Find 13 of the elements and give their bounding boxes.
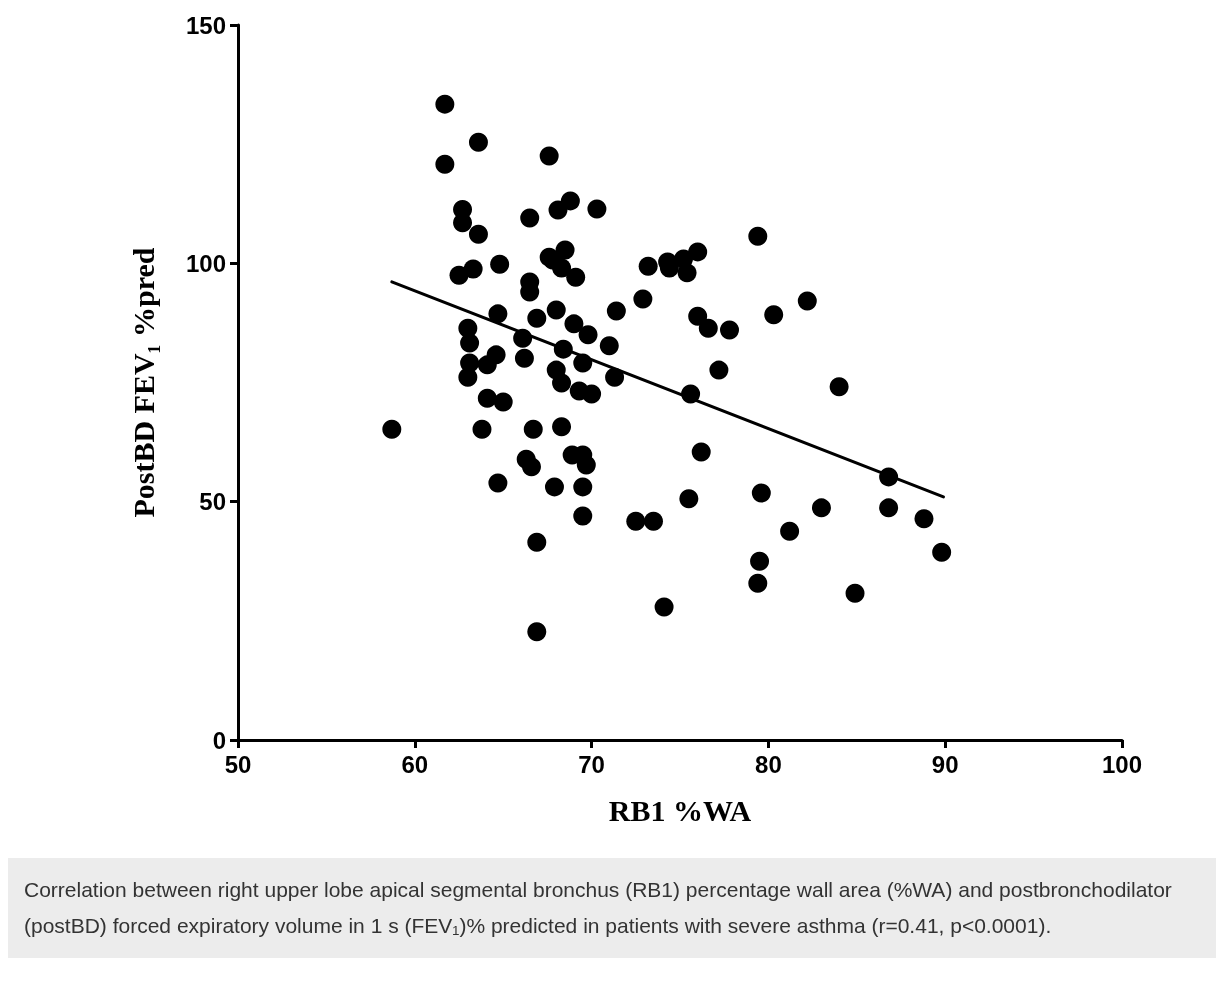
y-tick-label: 150 [185,11,226,39]
y-tick-label: 100 [185,249,226,277]
x-tick-label: 60 [401,750,429,778]
x-tick-label: 80 [755,750,782,778]
text: Correlation between right upper lobe apical segmental bronchus (RB1) percentage wall area (%WA) and postbronchodilator (postBD) forced expiratory volume in 1 s (FEV₁)% predicted in patients with severe asthma (r=0.41, p<0.0001). [24,877,1173,939]
x-tick-label: 50 [224,750,252,778]
x-tick-label: 70 [578,750,605,778]
y-axis-title: PostBD FEV₁ %pred [126,247,160,518]
y-tick-label: 0 [212,726,226,754]
y-tick-label: 50 [199,488,226,516]
x-tick-label: 90 [931,750,959,778]
x-tick-label: 100 [1101,750,1143,778]
x-axis-title: RB1 %WA [608,793,752,827]
